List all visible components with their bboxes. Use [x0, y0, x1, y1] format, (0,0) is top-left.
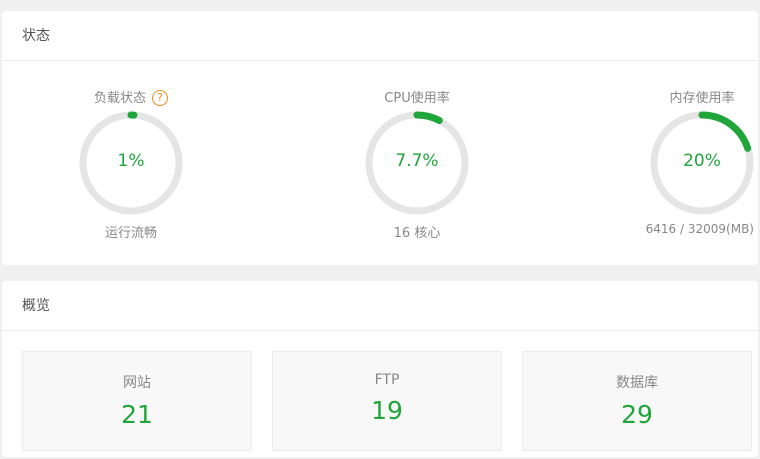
overview-item-ftp[interactable]: FTP 19 — [272, 351, 502, 451]
gauge-memory[interactable]: 内存使用率 20% 6416 / 32009(MB) — [646, 11, 754, 251]
gauge-value: 20% — [683, 151, 721, 171]
overview-count[interactable]: 19 — [371, 396, 403, 425]
gauge-title: 内存使用率 — [669, 91, 735, 106]
gauge-progress-arc — [79, 111, 183, 215]
gauge-ring — [79, 111, 183, 215]
gauge-progress-arc — [365, 111, 469, 215]
gauge-load[interactable]: 负载状态? 1% 运行流畅 — [79, 11, 183, 251]
gauge-title: CPU使用率 — [384, 91, 450, 106]
overview-count[interactable]: 21 — [121, 400, 153, 429]
gauge-ring — [365, 111, 469, 215]
status-card: 状态 负载状态? 1% 运行流畅 CPU使用率 7.7% 16 核心 内存使用率… — [2, 11, 758, 265]
gauge-title: 负载状态 — [93, 91, 146, 106]
status-card-title: 状态 — [2, 11, 758, 61]
gauge-ring — [650, 111, 754, 215]
overview-card-title: 概览 — [2, 281, 758, 331]
gauge-subtext: 运行流畅 — [104, 226, 158, 241]
overview-label: FTP — [374, 372, 400, 388]
gauge-cpu[interactable]: CPU使用率 7.7% 16 核心 — [365, 11, 469, 251]
gauge-value: 7.7% — [395, 151, 439, 171]
overview-count[interactable]: 29 — [621, 400, 653, 429]
overview-item-database[interactable]: 数据库 29 — [522, 351, 752, 451]
overview-card: 概览 网站 21 FTP 19 数据库 29 — [2, 281, 758, 457]
overview-label: 数据库 — [616, 375, 658, 391]
gauge-subtext: 6416 / 32009(MB) — [645, 222, 754, 236]
help-icon[interactable]: ? — [152, 90, 168, 106]
overview-label: 网站 — [123, 375, 151, 391]
gauge-value: 1% — [117, 151, 145, 171]
overview-item-sites[interactable]: 网站 21 — [22, 351, 252, 451]
gauge-progress-arc — [650, 111, 754, 215]
gauge-subtext: 16 核心 — [393, 226, 441, 241]
